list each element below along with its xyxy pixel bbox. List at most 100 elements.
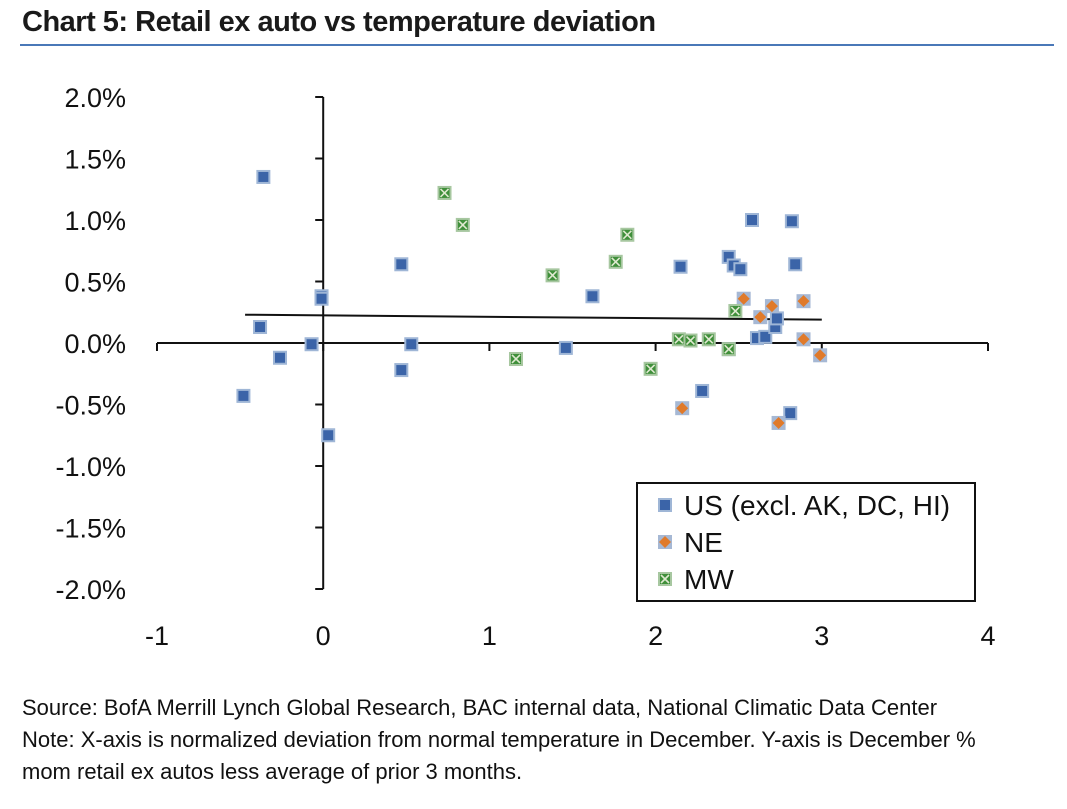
marker-cross [511,354,521,364]
data-point-us [272,350,287,365]
chart-title: Chart 5: Retail ex auto vs temperature d… [22,6,656,38]
marker-fill [316,293,327,304]
marker-fill [760,331,771,342]
marker-fill [735,264,746,275]
marker-cross [730,306,740,316]
marker-cross [646,364,656,374]
x-tick-label: 2 [648,621,663,651]
data-point-mw [701,332,716,347]
data-point-mw [437,185,452,200]
data-point-mw [721,342,736,357]
data-point-mw [643,361,658,376]
marker-cross [439,188,450,198]
marker-fill [723,251,734,262]
data-point-ne [813,348,828,363]
y-tick-label: 2.0% [64,83,126,113]
marker-cross [685,335,696,346]
marker-fill [772,416,785,429]
legend-marker-ne [658,535,672,549]
data-point-us [784,214,799,229]
marker-cross [622,230,632,240]
marker-fill [797,333,810,346]
scatter-chart: 2.0% 1.5% 1.0% 0.5% 0.0% -0.5% -1.0% -1.5% -2.0%… [55,83,995,651]
marker-fill [560,342,571,353]
chart-footer: Source: BofA Merrill Lynch Global Resear… [22,692,1052,788]
marker-cross [704,334,714,344]
y-tick-label: 1.0% [64,206,126,236]
data-point-ne [771,415,786,430]
data-point-us [256,169,271,184]
data-point-ne [675,401,690,416]
data-point-ne [796,294,811,309]
marker-fill [306,339,317,350]
data-point-mw [608,254,623,269]
marker-fill [765,300,778,313]
marker-fill [786,216,797,227]
marker-fill [814,349,827,362]
marker-cross [611,257,621,267]
marker-cross [458,220,468,230]
data-point-us [314,291,329,306]
axis-note-line-2: mom retail ex autos less average of prio… [22,759,523,784]
data-point-us [733,262,748,277]
legend-label-mw: MW [684,564,734,595]
data-point-us [404,337,419,352]
y-tick-label: -1.5% [55,514,126,544]
data-point-us [394,257,409,272]
data-point-ne [736,291,751,306]
marker-fill [406,339,417,350]
marker-fill [754,311,767,324]
data-point-us [394,363,409,378]
legend-marker-us [658,498,672,512]
y-tick-label: 0.5% [64,268,126,298]
trendline-layer [245,313,822,321]
y-tick-label: -2.0% [55,575,126,605]
data-point-us [769,311,784,326]
y-tick-label: -1.0% [55,452,126,482]
data-point-us [236,388,251,403]
marker-fill [396,259,407,270]
marker-cross [547,270,558,280]
trendline [245,313,822,321]
data-point-us [558,340,573,355]
data-point-us [695,383,710,398]
marker-cross [674,334,684,344]
marker-fill [770,322,781,333]
data-point-mw [620,227,635,242]
data-point-us [304,337,319,352]
marker-fill [587,291,598,302]
axes-layer: 2.0% 1.5% 1.0% 0.5% 0.0% -0.5% -1.0% -1.5% -2.0%… [55,83,995,651]
data-point-us [321,428,336,443]
marker-fill [255,322,266,333]
marker-fill [659,536,671,548]
legend-marker-mw [658,572,672,586]
marker-fill [751,333,762,344]
data-point-mw [508,351,523,366]
marker-fill [660,500,670,510]
marker-cross [660,574,670,584]
data-point-mw [671,332,686,347]
marker-fill [746,215,757,225]
source-note: Source: BofA Merrill Lynch Global Resear… [22,695,938,720]
marker-fill [274,352,285,363]
marker-fill [238,390,249,401]
marker-fill [771,313,782,324]
marker-fill [697,385,708,396]
data-point-mw [545,268,560,283]
data-point-us [783,406,798,421]
data-point-us [673,259,688,274]
y-tick-label: 1.5% [64,145,126,175]
legend-box [636,482,976,602]
marker-fill [396,365,407,376]
data-point-us [585,289,600,304]
data-point-mw [728,304,743,319]
points-layer [236,169,828,443]
x-tick-label: 4 [980,621,995,651]
x-tick-label: 0 [316,621,331,651]
data-point-us [253,320,268,335]
marker-fill [676,402,689,415]
x-tick-label: 3 [814,621,829,651]
x-tick-label: -1 [145,621,169,651]
marker-fill [675,261,686,272]
data-point-ne [796,332,811,347]
